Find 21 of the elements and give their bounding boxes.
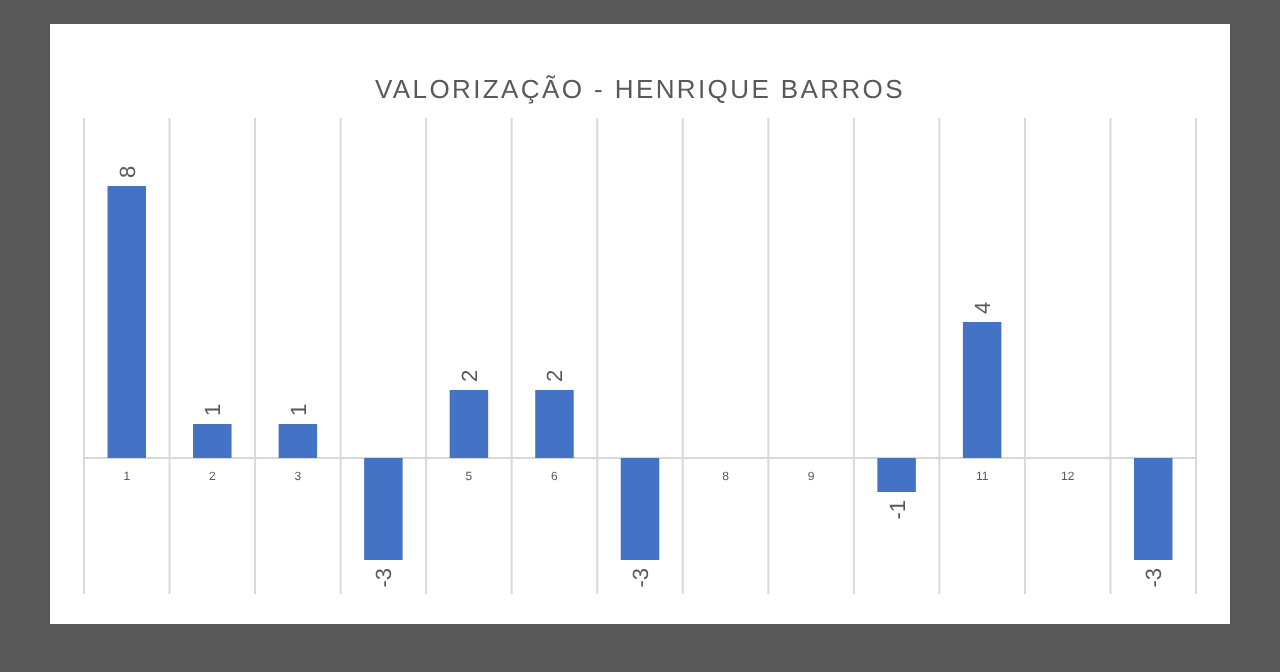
bar — [364, 458, 403, 560]
bar — [1133, 458, 1173, 560]
data-label: 2 — [458, 369, 483, 382]
data-label: 8 — [116, 165, 141, 178]
bar — [193, 424, 232, 458]
bar — [278, 424, 318, 458]
bar — [107, 186, 147, 458]
bar — [535, 390, 574, 458]
data-label: 2 — [544, 369, 569, 382]
bar — [620, 458, 660, 560]
data-label: -3 — [373, 568, 398, 588]
data-label: 1 — [287, 403, 312, 416]
bar — [877, 458, 916, 492]
bar — [449, 390, 489, 458]
data-label: -3 — [630, 568, 654, 588]
data-label: 4 — [972, 301, 997, 314]
chart-title: VALORIZAÇÃO - HENRIQUE BARROS — [375, 74, 905, 104]
data-label: -1 — [886, 500, 911, 520]
data-label: 1 — [202, 403, 227, 416]
data-label: -3 — [1143, 568, 1168, 588]
bar — [962, 322, 1002, 458]
